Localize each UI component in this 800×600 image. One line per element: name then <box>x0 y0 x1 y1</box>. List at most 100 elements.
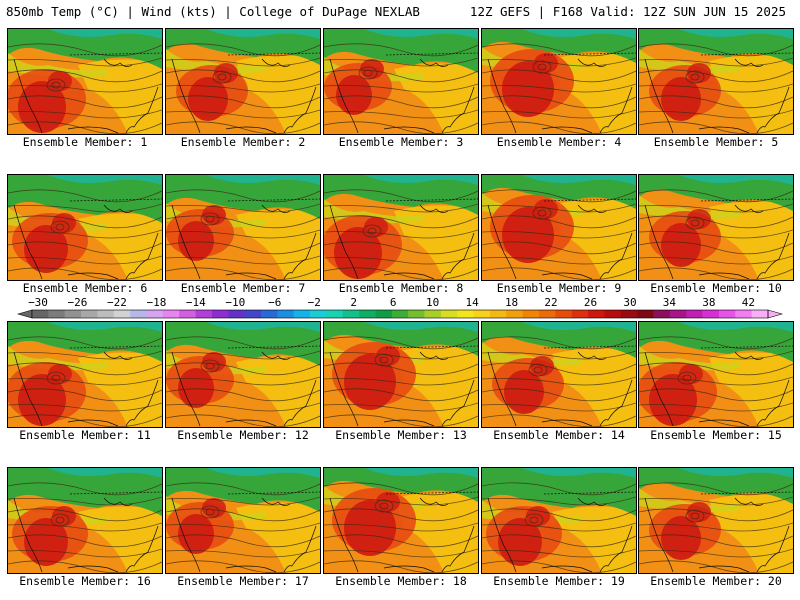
contour-lines <box>166 482 320 573</box>
colorbar-tick-label: −26 <box>68 296 88 309</box>
colorbar-segment <box>653 310 671 318</box>
colorbar-segment <box>113 310 131 318</box>
coastlines <box>644 198 793 280</box>
colorbar-segment <box>195 310 213 318</box>
colorbar-segment <box>555 310 573 318</box>
colorbar-segment <box>539 310 556 318</box>
temperature-colorbar: −30 −26 −22 −18 −14 −10 −6 −2 2 6 10 14 18 22 26 30 34 38… <box>16 296 784 319</box>
coastlines <box>644 52 793 134</box>
temperature-map <box>323 28 479 135</box>
temperature-map-graphic <box>324 175 478 280</box>
member-label: Ensemble Member: 20 <box>650 574 782 588</box>
temperature-map <box>323 321 479 428</box>
member-label: Ensemble Member: 3 <box>338 135 464 149</box>
coastlines <box>171 198 320 280</box>
colorbar-tick-label: 6 <box>390 296 397 309</box>
temperature-map-graphic <box>324 468 478 573</box>
cool-region <box>482 175 636 209</box>
colorbar-tick-label: −14 <box>186 296 206 309</box>
colorbar-segment <box>391 310 409 318</box>
temperature-map-graphic <box>8 175 162 280</box>
coastlines <box>171 491 320 573</box>
colorbar-segment <box>81 310 98 318</box>
contour-lines <box>8 336 162 427</box>
temperature-map <box>7 174 163 281</box>
colorbar-segment <box>342 310 360 318</box>
colorbar-segment <box>718 310 736 318</box>
colorbar-segment <box>637 310 654 318</box>
colorbar-tick-label: 30 <box>623 296 636 309</box>
colorbar-segment <box>326 310 344 318</box>
temperature-map <box>481 321 637 428</box>
coastlines <box>329 491 478 573</box>
member-label: Ensemble Member: 15 <box>650 428 782 442</box>
colorbar-segment <box>179 310 196 318</box>
colorbar-segment <box>293 310 311 318</box>
colorbar-tick-label: 14 <box>465 296 479 309</box>
temperature-map-graphic <box>639 175 793 280</box>
member-label: Ensemble Member: 10 <box>650 281 782 295</box>
yellow-band <box>552 348 636 427</box>
temperature-map <box>165 321 321 428</box>
member-label: Ensemble Member: 6 <box>22 281 148 295</box>
colorbar-segment <box>702 310 720 318</box>
contour-lines <box>639 43 793 134</box>
temperature-map-graphic <box>482 175 636 280</box>
cool-region <box>482 322 636 358</box>
contour-lines <box>166 43 320 134</box>
colorbar-segment <box>522 310 540 318</box>
contour-lines <box>482 189 636 280</box>
coastlines <box>644 491 793 573</box>
cool-region <box>482 29 636 63</box>
colorbar-segment <box>457 310 474 318</box>
colorbar-segment <box>686 310 703 318</box>
coastlines <box>329 345 478 427</box>
colorbar-tick-label: 34 <box>663 296 677 309</box>
contour-lines <box>639 482 793 573</box>
member-label: Ensemble Member: 2 <box>180 135 306 149</box>
yellow-band <box>709 201 793 280</box>
coastlines <box>487 52 636 134</box>
member-label: Ensemble Member: 9 <box>496 281 622 295</box>
colorbar-segment <box>211 310 229 318</box>
colorbar-segment <box>735 310 752 318</box>
temperature-map-graphic <box>482 29 636 134</box>
contour-lines <box>324 43 478 134</box>
contour-lines <box>8 43 162 134</box>
coastlines <box>644 345 793 427</box>
colorbar-tick-label: −22 <box>107 296 127 309</box>
colorbar-segment <box>97 310 115 318</box>
colorbar-segment <box>260 310 278 318</box>
colorbar-segment <box>751 310 769 318</box>
contour-lines <box>324 482 478 573</box>
member-label: Ensemble Member: 4 <box>496 135 622 149</box>
colorbar-segment <box>620 310 638 318</box>
temperature-map-graphic <box>639 468 793 573</box>
temperature-map-graphic <box>639 322 793 427</box>
yellow-band <box>394 346 478 427</box>
member-label: Ensemble Member: 1 <box>22 135 148 149</box>
colorbar-tick-label: −18 <box>146 296 166 309</box>
coastlines <box>487 198 636 280</box>
coastlines <box>13 52 162 134</box>
cool-region <box>8 322 162 362</box>
temperature-map-graphic <box>482 322 636 427</box>
cool-region <box>482 468 636 516</box>
colorbar-segment <box>130 310 147 318</box>
temperature-map <box>481 174 637 281</box>
colorbar-segment <box>408 310 425 318</box>
cool-region <box>324 322 478 356</box>
coastlines <box>329 52 478 134</box>
coastlines <box>329 198 478 280</box>
temperature-map <box>481 28 637 135</box>
cool-region <box>166 29 320 65</box>
temperature-map <box>165 28 321 135</box>
contour-lines <box>166 336 320 427</box>
contour-lines <box>8 189 162 280</box>
contour-lines <box>166 189 320 280</box>
member-label: Ensemble Member: 19 <box>493 574 625 588</box>
temperature-map <box>638 174 794 281</box>
temperature-map-graphic <box>482 468 636 573</box>
member-label: Ensemble Member: 8 <box>338 281 464 295</box>
